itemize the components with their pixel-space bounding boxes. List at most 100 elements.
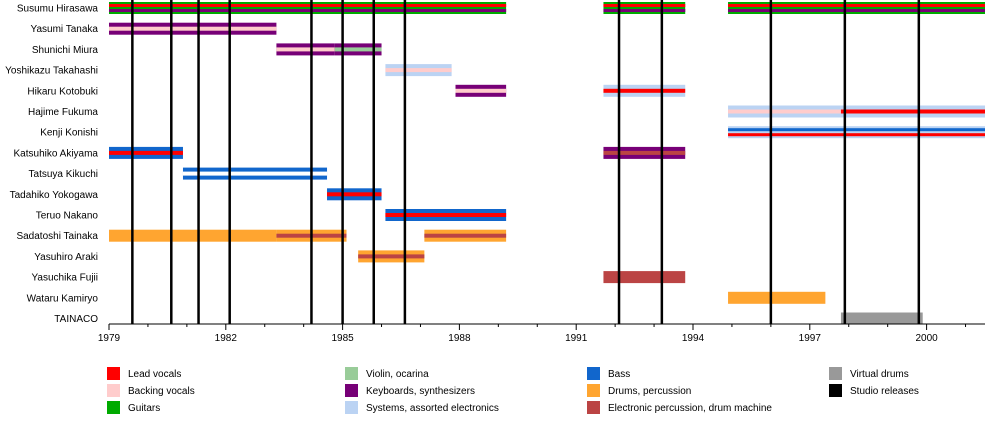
x-tick-label: 2000 [915,333,938,344]
member-label: Yoshikazu Takahashi [5,66,98,77]
member-bar-stripe [109,9,507,12]
member-bar [182,167,328,180]
member-bar-stripe [728,9,985,12]
member-bar [276,43,335,56]
legend-label: Virtual drums [850,369,909,380]
member-bar [840,105,985,118]
member-bar [109,22,277,35]
x-tick-label: 1994 [682,333,705,344]
legend-label: Backing vocals [128,386,195,397]
member-label: Yasuchika Fujii [31,273,98,284]
legend-swatch [587,401,600,414]
legend-label: Violin, ocarina [366,369,429,380]
member-bar-base [728,2,985,14]
member-label: Sadatoshi Tainaka [16,231,98,242]
member-bar [109,229,277,242]
member-bar-stripe [603,9,686,12]
member-bar-stripe [385,213,507,217]
legend-item: Violin, ocarina [345,367,429,380]
member-bar [358,250,425,263]
member-label: Yasuhiro Araki [34,252,98,263]
member-bar [455,84,507,97]
member-label: TAINACO [54,314,98,325]
member-bar-stripe [840,109,985,114]
legend-label: Studio releases [850,386,919,397]
legend-item: Drums, percussion [587,384,691,397]
member-bars [109,2,985,325]
member-label: Tadahiko Yokogawa [10,190,99,201]
member-label: Katsuhiko Akiyama [14,148,99,159]
studio-release-lines [131,0,921,324]
member-bar-stripe [728,109,841,114]
x-tick-label: 1988 [448,333,471,344]
member-bar [109,2,507,14]
member-bar-stripe [276,47,335,52]
member-bar-base [728,126,985,139]
member-bar [728,291,826,304]
legend-swatch [345,384,358,397]
member-bar-stripe [603,88,686,93]
member-label: Wataru Kamiryo [27,293,99,304]
member-bar [840,312,923,325]
member-bar-stripe [728,128,985,132]
member-bar [424,229,507,242]
legend-swatch [587,384,600,397]
legend-label: Guitars [128,403,160,414]
legend-label: Drums, percussion [608,386,691,397]
x-tick-label: 1985 [331,333,354,344]
member-bar-base [109,229,277,242]
legend-item: Virtual drums [829,367,909,380]
member-bar-stripe [358,254,425,259]
member-label: Shunichi Miura [32,45,99,56]
member-bar-stripe [109,26,277,31]
member-bar-stripe [109,4,507,7]
member-bar [385,64,452,77]
x-tick-label: 1997 [799,333,822,344]
legend-item: Guitars [107,401,160,414]
member-bar-base [109,2,507,14]
member-bar [334,43,382,56]
legend-item: Backing vocals [107,384,195,397]
member-bar [603,271,686,284]
legend-swatch [107,384,120,397]
member-bar [728,126,985,139]
legend: Lead vocals Backing vocals Guitars Violin, … [107,367,919,414]
member-label: Hajime Fukuma [28,107,98,118]
legend-item: Lead vocals [107,367,181,380]
member-bar-stripe [603,150,686,155]
legend-item: Keyboards, synthesizers [345,384,475,397]
member-bar-stripe [455,88,507,93]
legend-swatch [829,384,842,397]
member-bar [728,105,841,118]
legend-swatch [345,367,358,380]
member-label: Hikaru Kotobuki [27,86,98,97]
member-bar-stripe [109,150,183,155]
member-bar-stripe [728,133,985,137]
member-label: Tatsuya Kikuchi [29,169,98,180]
member-bar-base [728,291,826,304]
x-tick-label: 1979 [98,333,121,344]
legend-label: Bass [608,369,630,380]
legend-swatch [107,367,120,380]
legend-item: Systems, assorted electronics [345,401,499,414]
member-labels: Susumu Hirasawa Yasumi Tanaka Shunichi Miu… [5,4,98,326]
x-tick-label: 1982 [215,333,238,344]
member-bar [327,188,382,201]
x-axis: 1979 1982 1985 1988 1991 1994 1997 2000 [98,323,985,344]
member-bar [728,2,985,14]
member-bar-stripe [334,47,382,52]
member-label: Kenji Konishi [40,128,98,139]
member-bar-base [603,2,686,14]
member-bar-stripe [327,192,382,197]
member-bar [603,146,686,159]
member-label: Susumu Hirasawa [17,4,99,15]
legend-item: Bass [587,367,630,380]
member-label: Teruo Nakano [36,211,99,222]
legend-item: Studio releases [829,384,919,397]
member-bar [109,146,183,159]
member-bar-base [603,271,686,284]
member-bar-stripe [728,4,985,7]
legend-item: Electronic percussion, drum machine [587,401,772,414]
member-bar [603,84,686,97]
